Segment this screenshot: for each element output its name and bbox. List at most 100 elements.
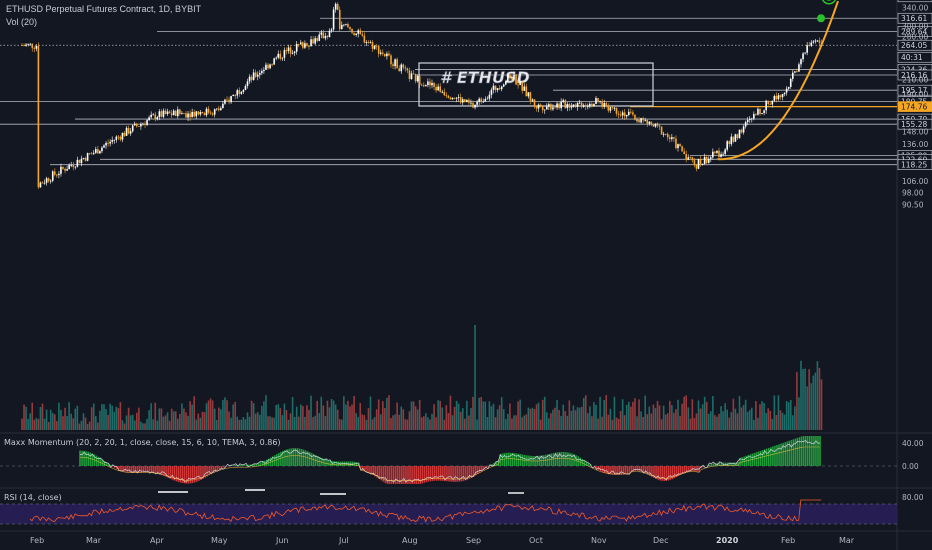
- momentum-bar: [435, 466, 438, 481]
- candle-body: [213, 109, 216, 115]
- momentum-bar: [114, 466, 116, 468]
- volume-bar: [392, 415, 394, 430]
- volume-bar: [601, 416, 603, 430]
- candle-body: [183, 113, 185, 114]
- volume-bar: [494, 417, 497, 430]
- volume-bar: [738, 396, 741, 430]
- candle-body: [60, 166, 62, 174]
- volume-bar: [535, 404, 538, 430]
- volume-bar: [550, 413, 552, 430]
- x-tick-label: Oct: [529, 536, 543, 545]
- volume-bar: [660, 419, 663, 430]
- candle-body: [507, 74, 509, 82]
- candle-body: [316, 38, 318, 41]
- volume-bar: [330, 399, 333, 430]
- momentum-bar: [458, 466, 461, 482]
- volume-bars: [21, 325, 823, 430]
- candle-body: [759, 108, 761, 114]
- volume-bar: [470, 408, 472, 430]
- candle-body: [121, 132, 124, 140]
- volume-bar: [808, 369, 810, 430]
- momentum-bar: [138, 466, 141, 473]
- candle-body: [724, 149, 726, 154]
- candle-body: [589, 103, 591, 107]
- candle-body: [76, 159, 79, 167]
- volume-bar: [322, 405, 325, 430]
- momentum-bar: [237, 464, 239, 466]
- candle-body: [543, 109, 546, 111]
- momentum-bar: [794, 438, 797, 466]
- momentum-bar: [126, 466, 128, 473]
- candle-body: [597, 98, 599, 102]
- volume-bar: [179, 413, 181, 430]
- price-level-tag: [897, 84, 932, 96]
- candle-body: [408, 70, 411, 79]
- volume-bar: [117, 408, 120, 430]
- price-level-label: 155.28: [901, 120, 927, 129]
- volume-bar: [205, 403, 208, 430]
- candle-body: [607, 106, 610, 111]
- momentum-bar: [105, 462, 108, 466]
- momentum-bar: [474, 466, 477, 476]
- candle-body: [265, 64, 267, 70]
- candle-body: [808, 45, 810, 47]
- momentum-bar: [583, 460, 586, 466]
- momentum-bar: [466, 466, 469, 480]
- candle-body: [129, 131, 132, 134]
- candle-body: [783, 92, 786, 94]
- y-tick-label: 90.50: [902, 200, 924, 209]
- momentum-bar: [220, 466, 223, 469]
- candle-body: [738, 129, 741, 139]
- candle-body: [775, 95, 778, 100]
- candle-body: [623, 112, 626, 117]
- momentum-bar: [468, 466, 471, 479]
- candle-body: [39, 182, 42, 188]
- candle-body: [384, 53, 386, 57]
- candle-body: [628, 111, 630, 115]
- volume-bar: [701, 404, 704, 430]
- candle-body: [357, 30, 359, 34]
- candle-body: [781, 93, 784, 98]
- candle-body: [90, 153, 93, 155]
- momentum-axis-label: 0.00: [902, 462, 919, 471]
- candle-body: [244, 85, 247, 90]
- momentum-bar: [755, 452, 758, 466]
- volume-bar: [568, 400, 571, 430]
- candle-body: [814, 40, 817, 42]
- momentum-bar: [712, 463, 715, 466]
- volume-bar: [707, 413, 710, 430]
- candle-body: [816, 40, 819, 42]
- candle-body: [658, 125, 661, 127]
- momentum-bar: [622, 466, 625, 475]
- candle-body: [644, 119, 646, 121]
- volume-bar: [716, 416, 718, 430]
- volume-bar: [109, 403, 111, 430]
- candle-body: [78, 159, 81, 164]
- volume-bar: [92, 403, 95, 430]
- volume-bar: [269, 416, 271, 430]
- momentum-bar: [751, 453, 754, 466]
- momentum-bar: [401, 466, 403, 484]
- candle-body: [566, 104, 569, 109]
- momentum-bar: [606, 466, 608, 474]
- volume-bar: [802, 368, 804, 430]
- candle-body: [343, 24, 345, 26]
- momentum-bar: [437, 466, 440, 481]
- momentum-bar: [497, 460, 499, 466]
- volume-bar: [187, 415, 189, 430]
- volume-bar: [496, 409, 499, 430]
- candle-body: [68, 165, 70, 170]
- volume-bar: [451, 415, 454, 430]
- candle-body: [582, 105, 585, 107]
- candle-body: [474, 104, 476, 108]
- candle-body: [355, 33, 357, 35]
- momentum-bar: [573, 454, 575, 466]
- momentum-bar: [788, 440, 791, 466]
- volume-bar: [131, 414, 134, 430]
- candle-body: [41, 182, 44, 184]
- y-tick-label: 340.00: [902, 4, 928, 13]
- momentum-bar: [640, 466, 643, 472]
- momentum-bar: [376, 466, 379, 478]
- momentum-bar: [513, 453, 516, 466]
